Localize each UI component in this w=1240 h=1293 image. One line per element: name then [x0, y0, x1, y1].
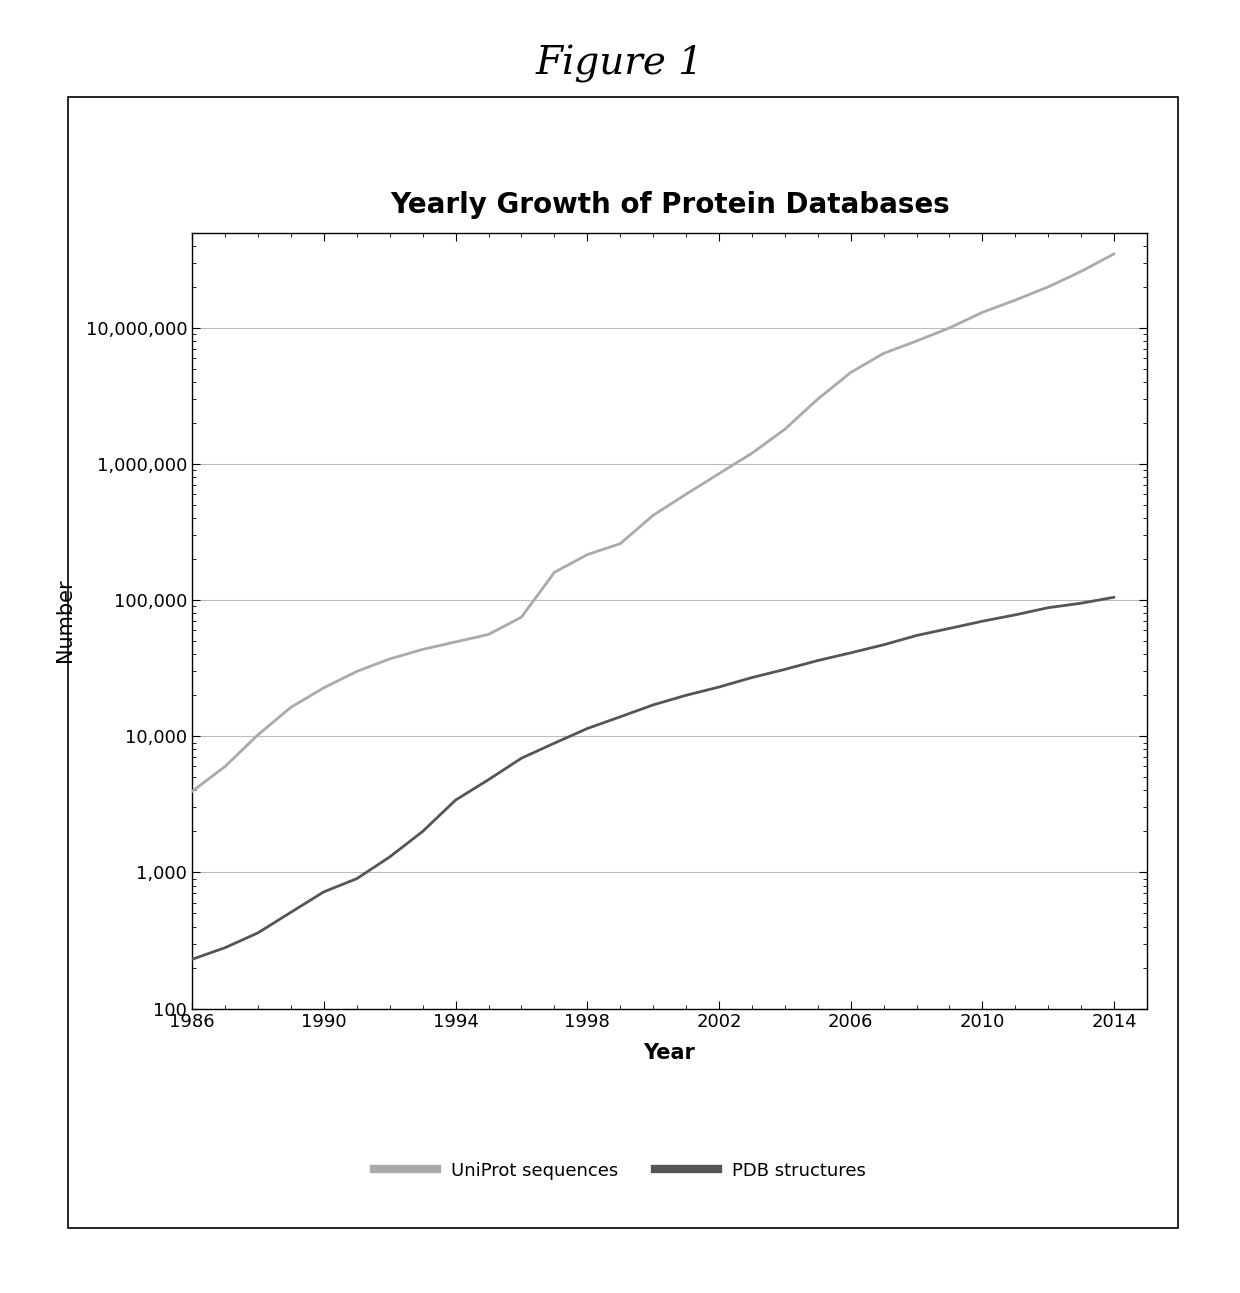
UniProt sequences — [185, 784, 200, 799]
PDB structures — [350, 871, 365, 887]
UniProt sequences — [218, 759, 233, 775]
UniProt sequences — [777, 422, 792, 437]
PDB structures — [810, 653, 825, 668]
PDB structures — [547, 736, 562, 751]
PDB structures — [382, 850, 397, 865]
Y-axis label: Number: Number — [55, 579, 74, 662]
PDB structures — [1040, 600, 1055, 615]
UniProt sequences — [547, 565, 562, 581]
UniProt sequences — [415, 641, 430, 657]
UniProt sequences — [877, 345, 892, 361]
PDB structures — [877, 637, 892, 653]
UniProt sequences — [515, 609, 529, 625]
Text: Figure 1: Figure 1 — [536, 45, 704, 83]
Legend: UniProt sequences, PDB structures: UniProt sequences, PDB structures — [367, 1155, 873, 1187]
PDB structures — [744, 670, 759, 685]
UniProt sequences — [942, 321, 957, 336]
UniProt sequences — [382, 652, 397, 667]
PDB structures — [1074, 595, 1089, 610]
PDB structures — [777, 662, 792, 678]
PDB structures — [218, 940, 233, 956]
PDB structures — [284, 905, 299, 921]
PDB structures — [712, 679, 727, 694]
UniProt sequences — [646, 508, 661, 524]
PDB structures — [448, 793, 463, 808]
UniProt sequences — [909, 334, 924, 349]
UniProt sequences — [843, 365, 858, 380]
PDB structures — [843, 645, 858, 661]
UniProt sequences — [250, 727, 265, 742]
PDB structures — [515, 750, 529, 765]
UniProt sequences — [481, 627, 496, 643]
PDB structures — [481, 772, 496, 787]
PDB structures — [942, 621, 957, 636]
PDB structures — [250, 924, 265, 940]
PDB structures — [1106, 590, 1121, 605]
UniProt sequences — [448, 634, 463, 649]
X-axis label: Year: Year — [644, 1042, 696, 1063]
UniProt sequences — [744, 446, 759, 462]
UniProt sequences — [1008, 292, 1023, 308]
UniProt sequences — [316, 680, 331, 696]
PDB structures — [909, 627, 924, 643]
Title: Yearly Growth of Protein Databases: Yearly Growth of Protein Databases — [389, 191, 950, 220]
UniProt sequences — [1106, 246, 1121, 261]
UniProt sequences — [350, 663, 365, 679]
UniProt sequences — [810, 392, 825, 407]
PDB structures — [975, 613, 990, 628]
UniProt sequences — [1040, 279, 1055, 295]
UniProt sequences — [284, 700, 299, 715]
PDB structures — [678, 688, 693, 703]
UniProt sequences — [678, 486, 693, 502]
PDB structures — [1008, 608, 1023, 623]
UniProt sequences — [580, 547, 595, 562]
PDB structures — [415, 824, 430, 839]
UniProt sequences — [975, 305, 990, 321]
UniProt sequences — [712, 465, 727, 481]
Line: PDB structures: PDB structures — [192, 597, 1114, 959]
Line: UniProt sequences: UniProt sequences — [192, 253, 1114, 791]
PDB structures — [646, 697, 661, 712]
UniProt sequences — [613, 535, 627, 551]
PDB structures — [316, 884, 331, 900]
PDB structures — [580, 720, 595, 736]
UniProt sequences — [1074, 264, 1089, 279]
PDB structures — [185, 952, 200, 967]
PDB structures — [613, 709, 627, 724]
